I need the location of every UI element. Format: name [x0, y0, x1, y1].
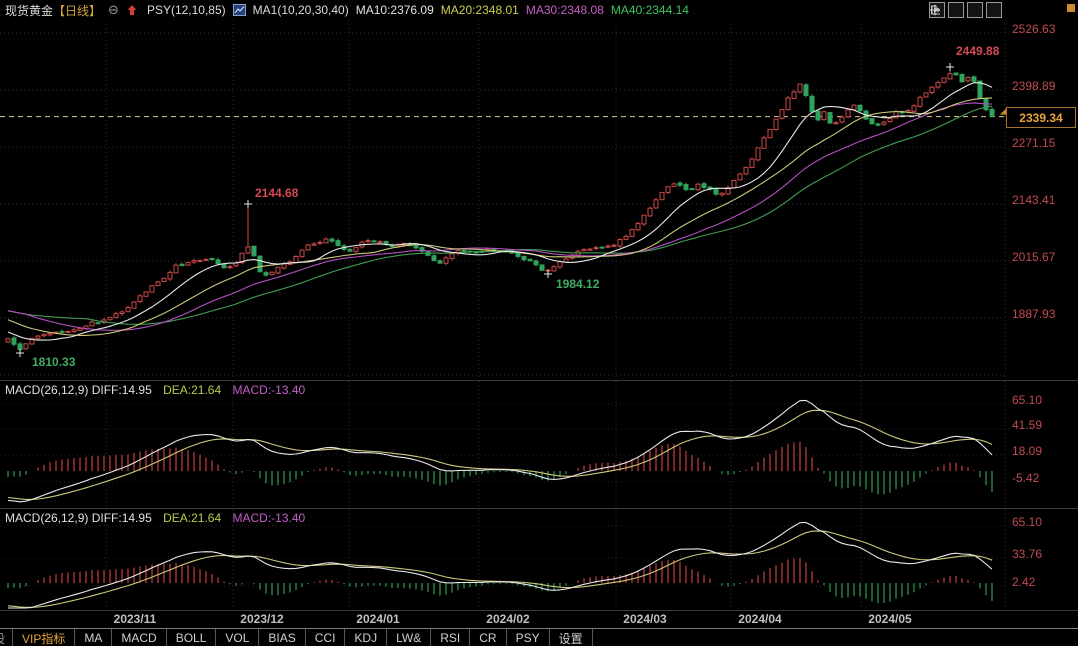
current-price-box: 2339.34 [1006, 107, 1076, 128]
toolbar-item-cci[interactable]: CCI [306, 629, 346, 646]
macd1-header: MACD(26,12,9) DIFF:14.95 DEA:21.64 MACD:… [5, 383, 305, 397]
toolbar-item-boll[interactable]: BOLL [167, 629, 217, 646]
price-axis-label: 2143.41 [1012, 193, 1056, 207]
header-icon-group [929, 2, 1002, 18]
ma10-value: MA10:2376.09 [355, 3, 434, 17]
toolbar-item-cr[interactable]: CR [470, 629, 507, 646]
toolbar-item-lw[interactable]: LW& [387, 629, 432, 646]
toolbar-item-kdj[interactable]: KDJ [345, 629, 388, 646]
macd-axis-label: 41.59 [1012, 418, 1043, 432]
main-price-chart[interactable] [0, 20, 1078, 381]
x-axis-label: 2023/11 [113, 612, 157, 626]
macd2-dea-value: DEA:21.64 [163, 511, 222, 525]
macd1-diff-value: DIFF:14.95 [91, 383, 152, 397]
x-axis-label: 2024/01 [356, 612, 400, 626]
panel-separator [0, 380, 1078, 381]
toolbar-item-[interactable]: 设置 [550, 629, 593, 646]
macd2-header: MACD(26,12,9) DIFF:14.95 DEA:21.64 MACD:… [5, 511, 305, 525]
instrument-title: 现货黄金【日线】 [5, 2, 101, 19]
chart-mini-icon [232, 4, 246, 16]
price-axis-label: 1887.93 [1012, 307, 1056, 321]
price-annotation: 1984.12 [556, 277, 600, 291]
toolbar-item-vol[interactable]: VOL [216, 629, 260, 646]
macd1-name: MACD(26,12,9) [5, 383, 89, 397]
toolbar-item-psy[interactable]: PSY [507, 629, 550, 646]
macd-panel-2-chart[interactable] [0, 509, 1078, 610]
macd2-diff-value: DIFF:14.95 [91, 511, 152, 525]
toolbar-partial-item[interactable]: 设 [0, 629, 13, 646]
price-annotation: 2449.88 [956, 44, 1000, 58]
macd-panel-1-chart[interactable] [0, 381, 1078, 508]
price-axis-label: 2271.15 [1012, 136, 1056, 150]
macd-axis-label: 33.76 [1012, 547, 1043, 561]
macd-axis-label: 65.10 [1012, 515, 1043, 529]
price-axis-label: 2398.89 [1012, 79, 1056, 93]
toolbar-items: VIP指标 MA MACD BOLL VOL BIAS CCI KDJ LW& RSI CR PSY 设… [13, 629, 593, 646]
corner-marker [1067, 4, 1075, 12]
x-axis-label: 2024/03 [623, 612, 667, 626]
price-axis-label: 2015.67 [1012, 250, 1056, 264]
toolbar-item-ma[interactable]: MA [75, 629, 113, 646]
chart-header: 现货黄金【日线】 ⊖ PSY(12,10,85) MA1(10,20,30,40… [0, 0, 1078, 20]
macd2-name: MACD(26,12,9) [5, 511, 89, 525]
axis-scale-icon[interactable] [931, 2, 964, 18]
panel-separator [0, 508, 1078, 509]
macd1-dea-value: DEA:21.64 [163, 383, 222, 397]
expand-right-icon[interactable] [931, 2, 1002, 18]
ma20-value: MA20:2348.01 [440, 3, 519, 17]
ma30-value: MA30:2348.08 [525, 3, 604, 17]
up-arrow-icon [127, 5, 137, 15]
x-axis-label: 2024/05 [868, 612, 912, 626]
panel-separator [0, 610, 1078, 611]
ma40-value: MA40:2344.14 [610, 3, 689, 17]
psy-indicator-label: PSY(12,10,85) [146, 3, 226, 17]
indicator-toolbar: 设 VIP指标MAMACDBOLLVOLBIASCCIKDJLW&RSICRPS… [0, 628, 1078, 646]
x-axis-label: 2023/12 [240, 612, 284, 626]
macd2-macd-value: MACD:-13.40 [232, 511, 306, 525]
toolbar-item-bias[interactable]: BIAS [259, 629, 306, 646]
instrument-name: 现货黄金 [5, 3, 54, 18]
x-axis-label: 2024/02 [486, 612, 530, 626]
macd-axis-label: -5.42 [1012, 471, 1040, 485]
price-annotation: 2144.68 [255, 186, 299, 200]
toolbar-item-macd[interactable]: MACD [112, 629, 167, 646]
macd1-macd-value: MACD:-13.40 [232, 383, 306, 397]
macd-axis-label: 2.42 [1012, 575, 1036, 589]
macd-axis-label: 65.10 [1012, 393, 1043, 407]
indicator-panel-icon[interactable] [931, 2, 983, 18]
period-label: 【日线】 [53, 3, 102, 18]
toolbar-item-rsi[interactable]: RSI [431, 629, 471, 646]
toolbar-item-vip[interactable]: VIP指标 [13, 629, 76, 646]
macd-axis-label: 18.09 [1012, 444, 1043, 458]
ma-group-label: MA1(10,20,30,40) [252, 3, 349, 17]
price-annotation: 1810.33 [32, 355, 76, 369]
collapse-icon[interactable]: ⊖ [108, 2, 119, 17]
price-axis-label: 2526.63 [1012, 22, 1056, 36]
x-axis-label: 2024/04 [738, 612, 782, 626]
